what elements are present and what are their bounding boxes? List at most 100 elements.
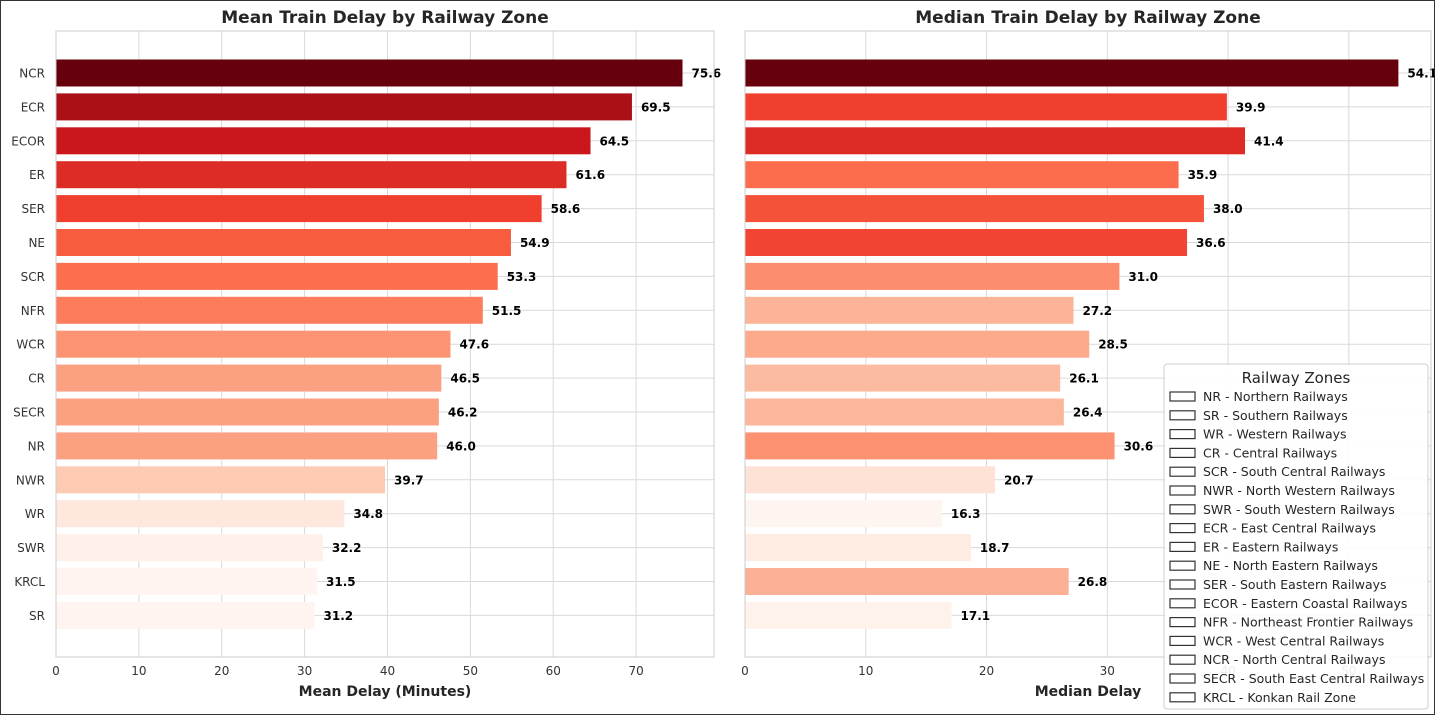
median-x-tick-label: 0 (741, 664, 749, 678)
legend-entry: NCR - North Central Railways (1203, 652, 1385, 667)
median-value-label: 18.7 (980, 541, 1010, 555)
median-bar-er (745, 161, 1179, 189)
mean-y-tick-label: NR (28, 439, 45, 453)
mean-y-tick-label: KRCL (14, 575, 45, 589)
legend-swatch (1169, 654, 1196, 665)
mean-x-tick-label: 20 (214, 664, 229, 678)
mean-value-label: 51.5 (492, 304, 522, 318)
mean-chart: 0 10 20 30 40 50 60 70 75.6 NCR 69.5 ECR 64.5 ECOR 61.… (11, 8, 721, 700)
mean-bar-nwr (56, 466, 385, 494)
median-value-label: 38.0 (1213, 202, 1243, 216)
median-bar-ecr (745, 93, 1227, 121)
mean-y-tick-label: ECOR (11, 134, 45, 148)
mean-value-label: 47.6 (459, 338, 489, 352)
median-bar-cr (745, 364, 1061, 392)
legend-entry: SWR - South Western Railways (1203, 502, 1395, 517)
mean-bar-wr (56, 500, 345, 528)
median-x-axis-label: Median Delay (1035, 684, 1142, 700)
median-bar-ne (745, 229, 1188, 256)
median-value-label: 30.6 (1124, 439, 1154, 453)
legend-entry: SCR - South Central Railways (1203, 464, 1385, 479)
legend-entry: NFR - Northeast Frontier Railways (1203, 615, 1413, 630)
mean-bar-krcl (56, 568, 318, 595)
median-bar-wcr (745, 330, 1090, 358)
mean-value-label: 75.6 (692, 67, 722, 81)
mean-value-label: 54.9 (520, 236, 550, 250)
mean-bar-ser (56, 195, 542, 223)
mean-bar-swr (56, 534, 323, 562)
mean-bar-ne (56, 229, 511, 256)
median-bar-nwr (745, 466, 996, 494)
mean-y-tick-label: NCR (19, 67, 45, 81)
mean-x-tick-label: 40 (380, 664, 395, 678)
median-x-tick-label: 30 (1100, 664, 1115, 678)
mean-y-tick-label: SCR (21, 270, 45, 284)
legend-entry: WCR - West Central Railways (1203, 633, 1384, 648)
median-value-label: 26.4 (1073, 406, 1103, 420)
mean-y-tick-label: SECR (13, 406, 45, 420)
legend-title: Railway Zones (1242, 369, 1351, 387)
median-value-label: 26.1 (1069, 372, 1099, 386)
legend-swatch (1169, 541, 1196, 553)
mean-y-tick-label: SR (29, 609, 45, 623)
legend-swatch (1169, 504, 1196, 515)
median-chart-title: Median Train Delay by Railway Zone (915, 8, 1260, 28)
median-bar-ser (745, 195, 1204, 223)
median-bar-nfr (745, 296, 1074, 324)
mean-bar-secr (56, 398, 439, 426)
median-bar-wr (745, 500, 942, 528)
legend-entry: NWR - North Western Railways (1203, 483, 1395, 498)
median-value-label: 17.1 (961, 609, 991, 623)
legend-entry: SR - Southern Railways (1203, 408, 1348, 423)
mean-bar-cr (56, 364, 442, 392)
mean-y-tick-label: SER (21, 202, 45, 216)
median-bar-ecor (745, 127, 1246, 155)
median-value-label: 20.7 (1004, 473, 1034, 487)
median-value-label: 16.3 (951, 507, 981, 521)
mean-y-tick-label: ECR (21, 100, 45, 114)
median-bar-secr (745, 398, 1064, 426)
mean-x-tick-label: 50 (463, 664, 478, 678)
mean-bar-sr (56, 601, 315, 629)
legend-swatch (1169, 692, 1196, 703)
mean-bar-scr (56, 262, 498, 290)
mean-bar-ecor (56, 127, 591, 155)
median-x-tick-label: 10 (858, 664, 873, 678)
mean-value-label: 53.3 (507, 270, 537, 284)
legend-swatch (1169, 673, 1196, 684)
median-value-label: 35.9 (1188, 168, 1218, 182)
mean-bar-ecr (56, 93, 632, 121)
median-value-label: 39.9 (1236, 100, 1266, 114)
legend-entry: CR - Central Railways (1203, 445, 1337, 460)
mean-x-tick-label: 0 (52, 664, 60, 678)
legend-entry: WR - Western Railways (1203, 427, 1347, 442)
legend-entry: KRCL - Konkan Rail Zone (1203, 690, 1356, 705)
mean-y-tick-label: ER (29, 168, 45, 182)
mean-value-label: 46.2 (448, 406, 478, 420)
legend-swatch (1169, 391, 1196, 402)
mean-bar-er (56, 161, 567, 189)
median-value-label: 26.8 (1078, 575, 1108, 589)
mean-y-tick-label: WR (25, 507, 45, 521)
legend-entry: ECR - East Central Railways (1203, 521, 1376, 536)
median-bar-swr (745, 534, 971, 562)
legend-swatch (1169, 598, 1196, 609)
mean-x-tick-label: 60 (546, 664, 561, 678)
mean-bar-wcr (56, 330, 451, 358)
median-value-label: 31.0 (1128, 270, 1158, 284)
mean-x-tick-label: 10 (131, 664, 146, 678)
legend: Railway Zones NR - Northern Railways SR - … (1163, 363, 1429, 710)
median-x-tick-label: 20 (979, 664, 994, 678)
mean-axes-frame (55, 30, 715, 658)
legend-box (1163, 363, 1429, 710)
mean-y-tick-label: WCR (16, 338, 45, 352)
legend-entry: ER - Eastern Railways (1203, 539, 1338, 554)
median-value-label: 36.6 (1196, 236, 1226, 250)
median-value-label: 28.5 (1098, 338, 1128, 352)
median-axes-frame (744, 30, 1432, 658)
median-bar-ncr (745, 59, 1399, 87)
mean-y-tick-label: SWR (17, 541, 45, 555)
mean-x-axis-label: Mean Delay (Minutes) (299, 684, 472, 700)
